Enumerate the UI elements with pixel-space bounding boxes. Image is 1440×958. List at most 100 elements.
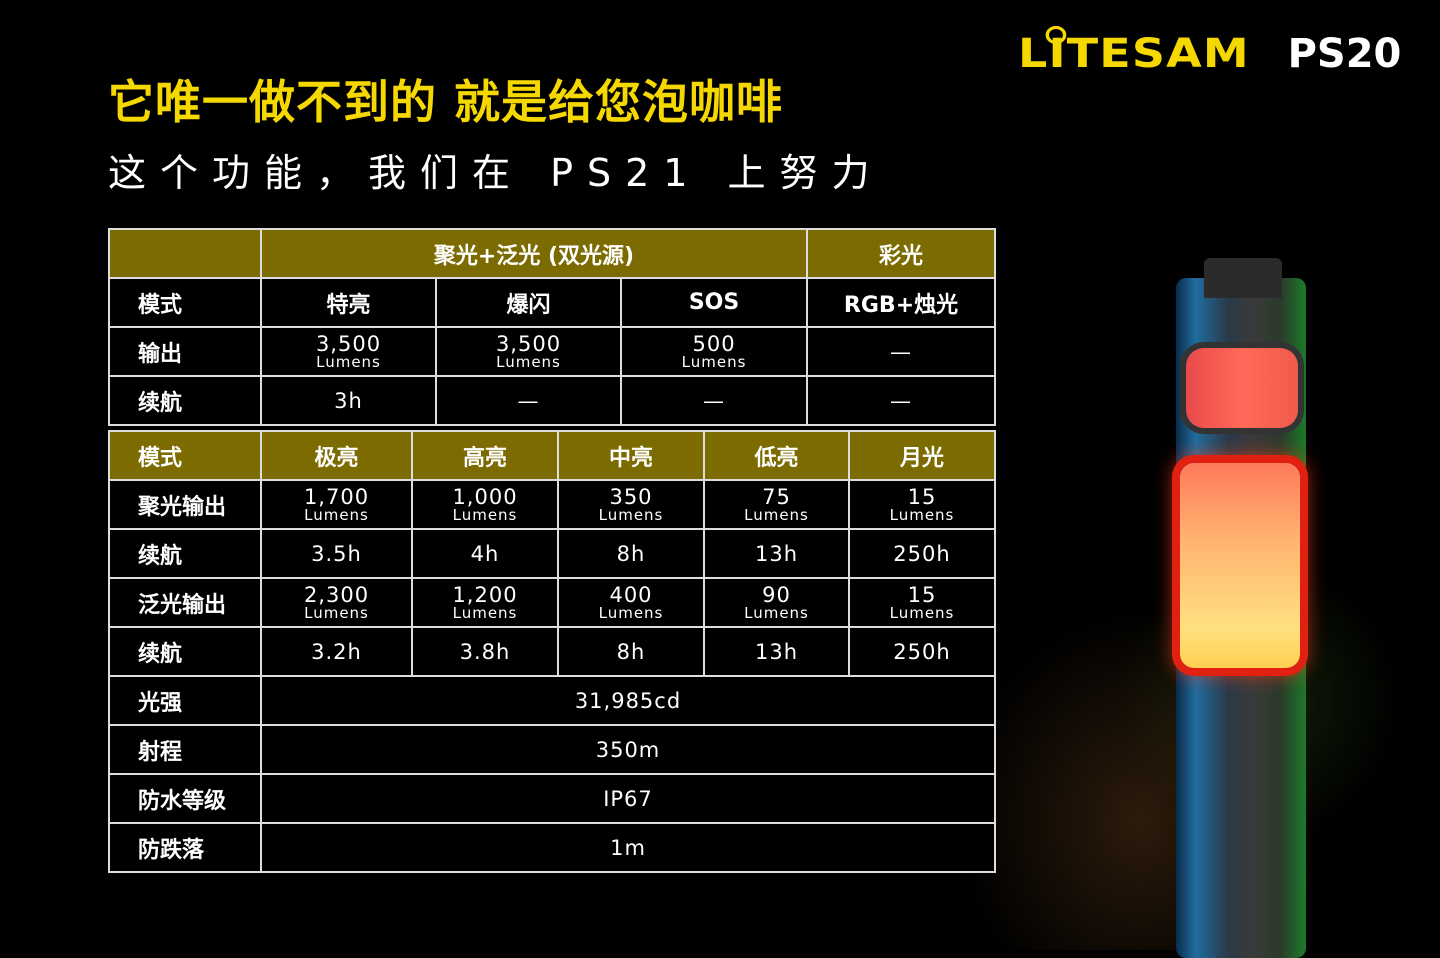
mode-header-row: 模式 极亮 高亮 中亮 低亮 月光 — [108, 430, 996, 481]
spec-cell: — — [435, 375, 622, 426]
logo-ring-icon — [1045, 26, 1067, 44]
row-label: 模式 — [108, 430, 262, 481]
row-label: 聚光输出 — [108, 479, 262, 530]
cell-unit: Lumens — [744, 604, 809, 622]
dual-source-spec-table: 聚光+泛光 (双光源) 彩光 模式 特亮 爆闪 SOS RGB+烛光 输出 3,500 Lu… — [108, 228, 997, 426]
cell-value: 3,500 — [495, 332, 562, 356]
row-label: 模式 — [108, 277, 262, 328]
spec-cell: — — [806, 326, 997, 377]
cell-value: 3h — [334, 388, 363, 413]
row-label: 防水等级 — [108, 773, 262, 824]
cell-unit: Lumens — [304, 604, 369, 622]
flashlight-red-light — [1186, 348, 1298, 428]
page-title: 它唯一做不到的 就是给您泡咖啡 — [108, 75, 784, 129]
cell-value: 13h — [754, 541, 799, 566]
flashlight-main-light — [1180, 463, 1300, 668]
mode-header-cell: RGB+烛光 — [806, 277, 997, 328]
cell-unit: Lumens — [598, 506, 664, 524]
spec-cell: 90 Lumens — [703, 577, 850, 628]
spec-cell: 3.5h — [260, 528, 413, 579]
cell-value: 250h — [893, 541, 951, 566]
dual-source-header: 聚光+泛光 (双光源) — [259, 228, 809, 279]
spec-cell: 1,200 Lumens — [411, 577, 559, 628]
summary-value: 350m — [260, 724, 996, 775]
group-header-row: 聚光+泛光 (双光源) 彩光 — [108, 228, 997, 279]
spec-cell: 75 Lumens — [703, 479, 850, 530]
spec-row: 聚光输出 1,700 Lumens 1,000 Lumens 350 Lumens 75 Lum… — [108, 479, 996, 530]
logo-model: PS20 — [1287, 31, 1402, 77]
color-light-header: 彩光 — [806, 228, 997, 279]
cell-value: 1,200 — [452, 583, 518, 607]
cell-value: 15 — [907, 485, 937, 509]
spec-row: 续航 3.2h 3.8h 8h 13h 250h — [108, 626, 996, 677]
row-label: 续航 — [108, 626, 262, 677]
mode-spec-table: 模式 极亮 高亮 中亮 低亮 月光 聚光输出 1,700 Lumens 1,000 Lumens 35… — [108, 430, 996, 873]
cell-value: 3,500 — [315, 332, 382, 356]
mode-header-cell: 月光 — [848, 430, 996, 481]
summary-value: IP67 — [260, 773, 996, 824]
spec-cell: — — [619, 375, 809, 426]
spec-row: 泛光输出 2,300 Lumens 1,200 Lumens 400 Lumens 90 Lum… — [108, 577, 996, 628]
cell-value: 90 — [762, 583, 791, 607]
spec-cell: 4h — [411, 528, 559, 579]
summary-value: 31,985cd — [260, 675, 996, 726]
spec-cell: 3,500 Lumens — [260, 326, 437, 377]
cell-value: 2,300 — [303, 583, 370, 607]
spec-cell: 15 Lumens — [848, 577, 996, 628]
spec-cell: 400 Lumens — [557, 577, 705, 628]
cell-value: 4h — [470, 541, 500, 566]
spec-cell: 250h — [848, 626, 996, 677]
cell-value: 8h — [616, 639, 646, 664]
logo-brand: LITESAM — [1018, 26, 1250, 76]
row-label: 续航 — [108, 528, 262, 579]
brand-logo: LITESAM PS20 — [1018, 26, 1402, 77]
cell-value: 400 — [609, 583, 653, 607]
spec-cell: 8h — [557, 528, 705, 579]
cell-value: 3.8h — [459, 639, 511, 664]
spec-cell: 2,300 Lumens — [260, 577, 413, 628]
cell-unit: Lumens — [304, 506, 369, 524]
cell-value: 1,000 — [452, 485, 518, 509]
cell-value: 350 — [609, 485, 653, 509]
summary-row: 防水等级 IP67 — [108, 773, 996, 824]
cell-unit: Lumens — [316, 353, 381, 371]
spec-cell: 13h — [703, 626, 850, 677]
cell-unit: Lumens — [452, 604, 518, 622]
cell-unit: Lumens — [889, 604, 955, 622]
cell-value: — — [890, 339, 913, 364]
cell-value: 13h — [754, 639, 799, 664]
mode-row: 模式 特亮 爆闪 SOS RGB+烛光 — [108, 277, 997, 328]
mode-header-cell: 中亮 — [557, 430, 705, 481]
cell-value: — — [703, 388, 726, 413]
mode-header-cell: 特亮 — [260, 277, 437, 328]
spec-cell: 350 Lumens — [557, 479, 705, 530]
cell-value: 1,700 — [303, 485, 370, 509]
cell-value: 8h — [616, 541, 646, 566]
row-label: 光强 — [108, 675, 262, 726]
row-label: 输出 — [108, 326, 262, 377]
flashlight-product-image — [1172, 258, 1312, 958]
summary-row: 光强 31,985cd — [108, 675, 996, 726]
cell-value: — — [890, 388, 913, 413]
cell-value: 3.5h — [311, 541, 362, 566]
spec-row: 续航 3.5h 4h 8h 13h 250h — [108, 528, 996, 579]
spec-cell: 3,500 Lumens — [435, 326, 622, 377]
summary-row: 射程 350m — [108, 724, 996, 775]
cell-value: 500 — [692, 332, 736, 356]
row-label: 防跌落 — [108, 822, 262, 873]
spec-cell: 1,000 Lumens — [411, 479, 559, 530]
mode-header-cell: 低亮 — [703, 430, 850, 481]
cell-value: — — [517, 388, 540, 413]
spec-cell: 3h — [260, 375, 437, 426]
summary-value: 1m — [260, 822, 996, 873]
mode-header-cell: 高亮 — [411, 430, 559, 481]
page-subtitle: 这个功能，我们在 PS21 上努力 — [108, 151, 884, 195]
row-label: 续航 — [108, 375, 262, 426]
row-label: 射程 — [108, 724, 262, 775]
summary-row: 防跌落 1m — [108, 822, 996, 873]
flashlight-cap — [1204, 258, 1282, 298]
cell-unit: Lumens — [496, 353, 561, 371]
spec-cell: 8h — [557, 626, 705, 677]
mode-header-cell: 爆闪 — [435, 277, 622, 328]
cell-value: 15 — [907, 583, 937, 607]
